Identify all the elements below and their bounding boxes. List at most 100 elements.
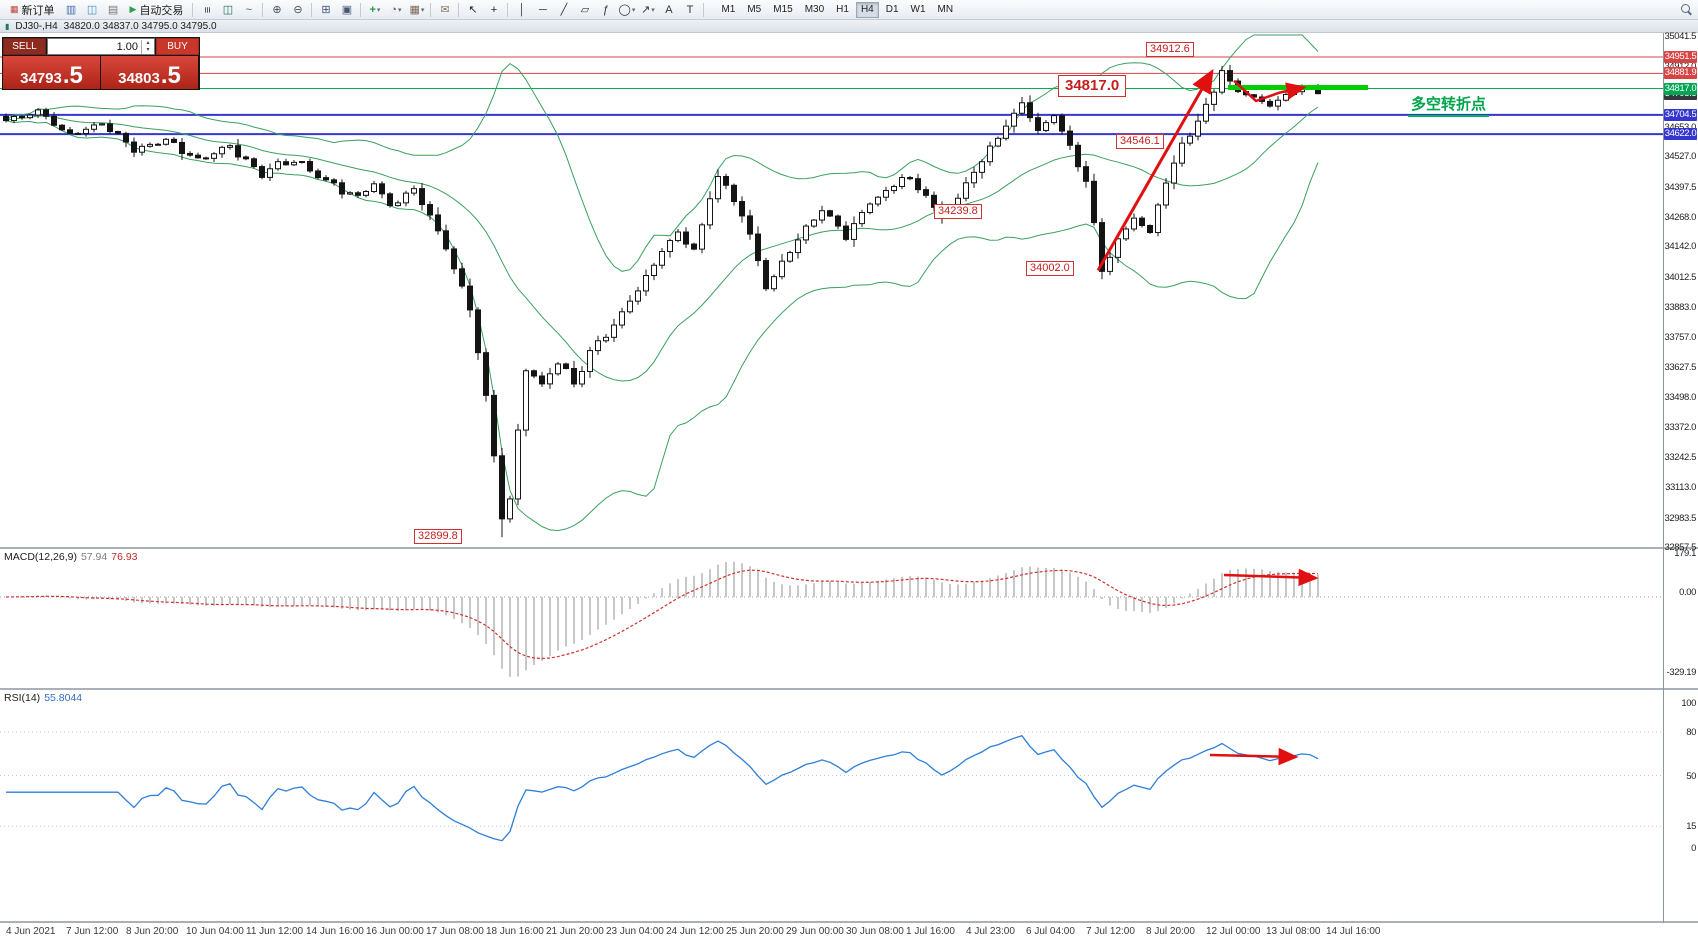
crosshair-icon-glyph: + (490, 3, 498, 16)
text-icon[interactable]: A (658, 1, 679, 19)
trendline-icon[interactable]: ╱ (553, 1, 574, 19)
bar-chart-icon[interactable]: ≡ (196, 1, 217, 19)
rsi-scale-label: 80 (1686, 727, 1696, 738)
new-order-button[interactable]: ▦ 新订单 (4, 1, 61, 19)
arrows-icon[interactable]: ↗ ▾ (637, 1, 658, 19)
bid-price-box[interactable]: 34793.5 (3, 56, 100, 89)
channel-icon[interactable]: ▱ (574, 1, 595, 19)
time-label: 1 Jul 16:00 (906, 926, 955, 937)
rsi-indicator[interactable] (0, 690, 1664, 921)
fibonacci-icon[interactable]: ƒ (595, 1, 616, 19)
line-chart-icon[interactable]: ~ (238, 1, 259, 19)
volume-up-button[interactable]: ▴ (146, 39, 150, 46)
candlestick-chart-icon[interactable]: ◫ (217, 1, 238, 19)
price-scale-label: 34142.0 (1664, 241, 1696, 252)
timeframe-button-h1[interactable]: H1 (836, 3, 849, 15)
toolbar-separator (311, 2, 313, 17)
autotrading-button[interactable]: ▶ 自动交易 (124, 1, 190, 19)
price-annotation[interactable]: 34002.0 (1026, 261, 1074, 276)
profiles-icon[interactable]: ◫ (82, 1, 103, 19)
chart-ohlc: 34820.0 34837.0 34795.0 34795.0 (63, 20, 217, 32)
mail-icon[interactable]: ✉ (434, 1, 455, 19)
timeframe-button-m30[interactable]: M30 (804, 3, 825, 15)
price-badge: 34881.9 (1664, 67, 1697, 79)
price-badge: 34817.0 (1664, 83, 1697, 95)
panel-splitter[interactable] (0, 688, 1698, 690)
bollinger-lower-band (5, 120, 1319, 532)
price-scale-label: 33757.0 (1664, 332, 1696, 343)
price-scale-label: 33372.0 (1664, 422, 1696, 433)
drawn-objects[interactable] (1096, 68, 1368, 272)
cursor-icon[interactable]: ↖ (462, 1, 483, 19)
timeframe-button-mn[interactable]: MN (937, 3, 954, 15)
timeframe-button-d1[interactable]: D1 (885, 3, 899, 15)
time-label: 14 Jul 16:00 (1326, 926, 1381, 937)
vertical-line-icon[interactable]: │ (511, 1, 532, 19)
horizontal-line-icon-glyph: ─ (539, 3, 547, 16)
market-watch-icon[interactable]: ▥ (61, 1, 82, 19)
time-label: 8 Jul 20:00 (1146, 926, 1195, 937)
indicators-icon[interactable]: + ▾ (364, 1, 385, 19)
timeframe-button-h4[interactable]: H4 (855, 1, 879, 18)
horizontal-line-icon[interactable]: ─ (532, 1, 553, 19)
search-icon[interactable] (1681, 4, 1692, 16)
ask-price-box[interactable]: 34803.5 (101, 56, 198, 89)
time-label: 6 Jul 04:00 (1026, 926, 1075, 937)
bid-price-pips: .5 (62, 62, 83, 89)
dropdown-caret-icon: ▾ (420, 6, 425, 14)
volume-down-button[interactable]: ▾ (146, 46, 150, 53)
new-order-button-label: 新订单 (21, 4, 55, 17)
price-scale-label: 34653.0 (1664, 122, 1696, 133)
time-label: 14 Jun 16:00 (306, 926, 364, 937)
text-label-icon-glyph: T (686, 3, 694, 16)
one-click-trading-panel: SELL 1.00 ▴ ▾ BUY 34793.5 34803.5 (2, 37, 200, 90)
market-watch-icon-glyph: ▥ (65, 4, 77, 16)
candlestick-chart-icon-glyph: ◫ (222, 4, 234, 16)
zoom-out-icon[interactable]: ⊖ (287, 1, 308, 19)
buy-button[interactable]: BUY (156, 38, 199, 55)
macd-indicator[interactable] (0, 549, 1664, 688)
toolbar-main: ▦ 新订单 ▥ ◫ ▤ ▶ 自动交易 ≡ ◫ ~ ⊕ ⊖ ⊞ ▣ + ▾ ◔ ▾ ▦ ▾ ✉ ↖ + │ ─ ╱ ▱ ƒ ◯ ▾ ↗ ▾ A T … (0, 0, 1698, 20)
crosshair-icon[interactable]: + (483, 1, 504, 19)
price-annotation[interactable]: 34546.1 (1116, 134, 1164, 149)
tile-windows-icon-glyph: ⊞ (321, 4, 331, 16)
price-annotation[interactable]: 32899.8 (414, 529, 462, 544)
tile-windows-icon[interactable]: ⊞ (315, 1, 336, 19)
auto-arrange-icon[interactable]: ▣ (336, 1, 357, 19)
periods-icon[interactable]: ◔ ▾ (385, 1, 406, 19)
time-label: 24 Jun 12:00 (666, 926, 724, 937)
timeframe-button-m15[interactable]: M15 (773, 3, 793, 15)
price-annotation[interactable]: 34239.8 (934, 204, 982, 219)
text-label-icon[interactable]: T (679, 1, 700, 19)
sell-button[interactable]: SELL (3, 38, 46, 55)
macd-scale-label: 179.1 (1674, 548, 1696, 559)
zoom-in-icon[interactable]: ⊕ (266, 1, 287, 19)
price-annotation[interactable]: 34817.0 (1058, 75, 1127, 97)
panel-splitter[interactable] (0, 921, 1698, 923)
consolidation-arrow (1233, 79, 1307, 103)
panel-splitter[interactable] (0, 547, 1698, 549)
price-annotation[interactable]: 34912.6 (1146, 42, 1194, 57)
volume-input[interactable]: 1.00 ▴ ▾ (47, 38, 155, 55)
timeframe-button-m1[interactable]: M1 (721, 3, 736, 15)
macd-label-row: MACD(12,26,9) 57.94 76.93 (4, 551, 138, 563)
rsi-value: 55.8044 (44, 692, 83, 704)
price-chart[interactable] (0, 33, 1664, 547)
new-order-icon: ▦ (10, 4, 19, 14)
shapes-icon[interactable]: ◯ ▾ (616, 1, 637, 19)
price-scale-label: 34527.0 (1664, 151, 1696, 162)
candlestick-series (3, 64, 1321, 538)
timeframe-button-w1[interactable]: W1 (910, 3, 926, 15)
price-scale-label: 33113.0 (1665, 482, 1696, 493)
timeframe-toolbar: M1 M5 M15 M30 H1 H4 D1 W1 MN (715, 1, 959, 18)
terminal-icon[interactable]: ▤ (103, 1, 124, 19)
time-label: 17 Jun 08:00 (426, 926, 484, 937)
timeframe-button-m5[interactable]: M5 (747, 3, 762, 15)
time-axis[interactable]: 4 Jun 2021 7 Jun 12:00 8 Jun 20:00 10 Jun 0… (0, 923, 1698, 941)
bull-bear-turning-point-label[interactable]: 多空转折点 (1408, 93, 1490, 117)
templates-icon[interactable]: ▦ ▾ (406, 1, 427, 19)
toolbar-separator (262, 2, 264, 17)
profiles-icon-glyph: ◫ (86, 4, 98, 16)
indicators-icon-glyph: + (369, 3, 376, 16)
